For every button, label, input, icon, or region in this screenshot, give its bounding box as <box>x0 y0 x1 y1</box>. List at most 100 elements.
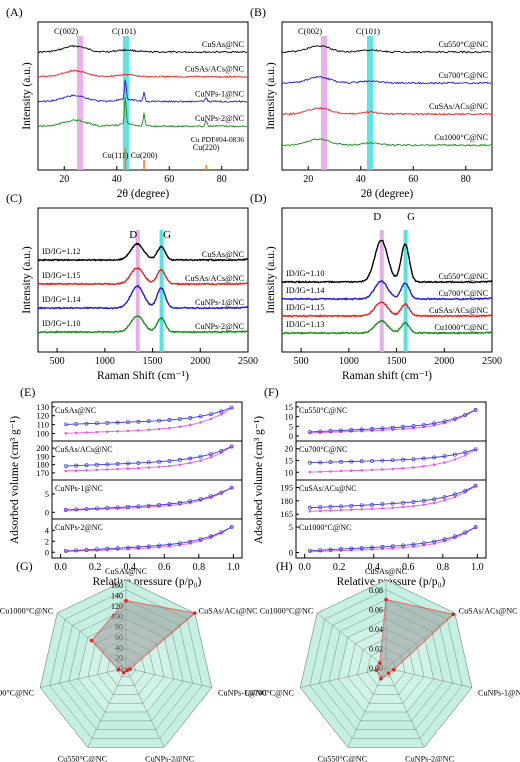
desorption-point <box>219 490 224 495</box>
desorption-point <box>126 504 130 509</box>
adsorption-point <box>230 525 233 529</box>
radar-grid-ring <box>49 589 203 739</box>
desorption-point <box>432 539 437 544</box>
adsorption-point <box>308 470 312 474</box>
radar-spoke <box>347 667 387 748</box>
desorption-point <box>442 495 447 500</box>
desorption-point <box>349 459 354 464</box>
radar-grid-ring <box>338 618 434 713</box>
x-tick-label: 0.0 <box>54 562 67 573</box>
series-label: Cu700°C@NC <box>439 71 489 80</box>
x-axis-label: Relative pressure (p/p₀) <box>337 576 446 588</box>
desorption-point <box>401 457 406 462</box>
panel-label: (A) <box>6 5 23 19</box>
adsorption-point <box>168 464 171 468</box>
adsorption-point <box>209 496 213 499</box>
panel-label: (H) <box>276 559 293 573</box>
y-tick-label: 110 <box>37 420 49 430</box>
d-band-stripe <box>135 230 140 352</box>
adsorption-point <box>178 425 182 429</box>
y-tick-label: 2 <box>45 536 49 546</box>
desorption-point <box>359 546 364 550</box>
desorption-point <box>167 542 172 547</box>
desorption-point <box>177 541 182 546</box>
desorption-point <box>208 452 213 457</box>
desorption-point <box>411 424 416 429</box>
desorption-point <box>463 530 468 535</box>
radar-category-label: Cu1000°C@NC <box>260 606 314 615</box>
panel-label: (D) <box>250 191 267 205</box>
desorption-point <box>432 497 437 502</box>
desorption-point <box>136 460 141 465</box>
desorption-point <box>380 458 385 463</box>
desorption-curve <box>309 526 476 552</box>
x-tick-label: 0.8 <box>437 562 450 573</box>
band-label: C(002) <box>298 26 322 36</box>
desorption-point <box>105 462 110 467</box>
adsorption-point <box>349 469 353 472</box>
desorption-curve <box>65 407 232 425</box>
plot-frame <box>281 207 493 353</box>
radar-grid-ring <box>309 589 463 739</box>
series-label: CuNPs-1@NC <box>195 298 244 307</box>
desorption-point <box>84 463 89 468</box>
adsorption-point <box>349 508 353 512</box>
desorption-point <box>390 425 395 430</box>
x-tick-label: 1.0 <box>471 562 484 573</box>
panel-label: (B) <box>250 5 266 19</box>
adsorption-point <box>339 508 343 512</box>
y-tick-label: 180 <box>36 460 49 470</box>
adsorption-point <box>432 501 436 505</box>
radar-grid-ring <box>319 599 453 730</box>
x-tick-label: 2500 <box>238 356 258 367</box>
y-tick-label: 0 <box>289 547 293 557</box>
radar-grid-ring <box>87 628 165 704</box>
series-line <box>37 79 248 103</box>
x-tick-label: 2500 <box>482 356 502 367</box>
adsorption-point <box>474 408 477 412</box>
band-label: C(002) <box>54 26 78 36</box>
desorption-point <box>473 483 478 488</box>
series-line <box>37 267 249 286</box>
x-tick-label: 500 <box>50 356 65 367</box>
desorption-point <box>380 544 385 549</box>
desorption-point <box>463 450 468 455</box>
desorption-point <box>452 492 457 497</box>
desorption-point <box>136 504 141 509</box>
desorption-point <box>198 497 203 502</box>
desorption-point <box>307 505 312 510</box>
x-tick-label: 1000 <box>339 356 359 367</box>
y-tick-label: 4 <box>45 525 50 535</box>
desorption-point <box>63 507 68 512</box>
adsorption-point <box>230 445 233 449</box>
radar-point <box>386 671 391 676</box>
subpanel-label: Cu700°C@NC <box>299 445 347 454</box>
desorption-point <box>390 544 395 549</box>
panel-D: 500 1000 1500 2000 2500 Raman shift (cm⁻¹) (D)… <box>250 191 502 382</box>
radar-point <box>116 667 121 672</box>
desorption-point <box>105 546 110 551</box>
desorption-point <box>167 502 172 506</box>
desorption-point <box>115 420 120 425</box>
desorption-point <box>307 548 312 553</box>
desorption-point <box>136 545 141 549</box>
panel-label: (E) <box>20 385 35 399</box>
adsorption-point <box>381 468 384 471</box>
adsorption-point <box>168 426 171 430</box>
adsorption-point <box>178 463 182 467</box>
x-axis-label: 2θ (degree) <box>117 188 170 200</box>
y-tick-label: 120 <box>36 411 49 421</box>
y-tick-label: 195 <box>280 482 293 492</box>
adsorption-point <box>157 427 161 431</box>
radar-grid-ring <box>299 579 473 748</box>
desorption-point <box>338 547 343 552</box>
desorption-point <box>208 494 213 499</box>
adsorption-point <box>443 461 446 464</box>
desorption-point <box>390 458 395 463</box>
radar-point <box>124 598 128 603</box>
desorption-point <box>473 525 478 530</box>
ratio-label: ID/IG=1.15 <box>42 271 81 280</box>
radar-spoke <box>40 667 127 688</box>
desorption-point <box>349 503 354 508</box>
desorption-point <box>105 420 110 425</box>
